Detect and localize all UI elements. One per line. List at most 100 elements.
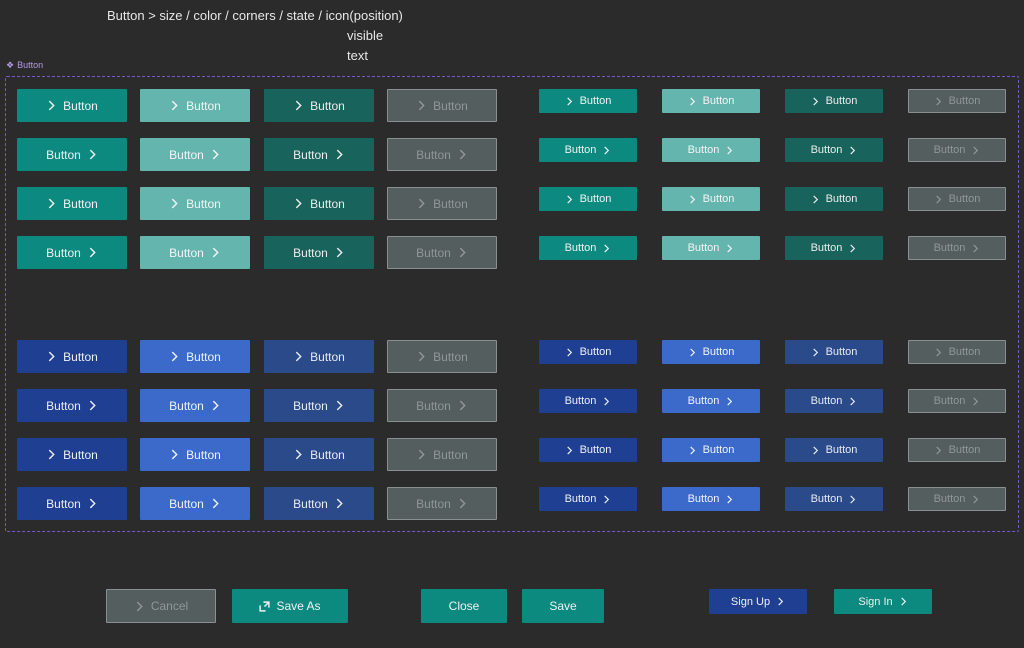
variant-button-label: Button	[186, 98, 221, 113]
save-as-button[interactable]: Save As	[232, 589, 348, 623]
variant-button-label: Button	[825, 193, 858, 205]
variant-button-label: Button	[702, 346, 735, 358]
variant-button-blue-sm-r2-c3[interactable]: Button	[785, 389, 883, 413]
variant-button-label: Button	[293, 496, 328, 511]
variant-button-teal-lg-r3-c1[interactable]: Button	[17, 187, 127, 220]
variant-button-blue-sm-r1-c3[interactable]: Button	[785, 340, 883, 364]
variant-button-blue-lg-r1-c3[interactable]: Button	[264, 340, 374, 373]
variant-button-blue-lg-r3-c1[interactable]: Button	[17, 438, 127, 471]
variant-button-label: Button	[933, 493, 966, 505]
variant-button-label: Button	[687, 144, 720, 156]
variant-button-label: Button	[579, 346, 612, 358]
variant-button-label: Button	[687, 242, 720, 254]
variant-button-teal-lg-r2-c1[interactable]: Button	[17, 138, 127, 171]
variant-button-blue-lg-r1-c2[interactable]: Button	[140, 340, 250, 373]
variant-button-blue-sm-r2-c2[interactable]: Button	[662, 389, 760, 413]
variant-button-teal-lg-r1-c3[interactable]: Button	[264, 89, 374, 122]
save-as-button-label: Save As	[276, 599, 321, 613]
chevron-right-icon	[334, 149, 345, 160]
variant-button-label: Button	[702, 95, 735, 107]
variant-button-blue-lg-r4-c1[interactable]: Button	[17, 487, 127, 520]
variant-button-blue-sm-r1-c2[interactable]: Button	[662, 340, 760, 364]
variant-button-blue-lg-r3-c3[interactable]: Button	[264, 438, 374, 471]
variant-button-blue-sm-r4-c3[interactable]: Button	[785, 487, 883, 511]
variant-button-blue-lg-r1-c1[interactable]: Button	[17, 340, 127, 373]
variant-button-blue-sm-r3-c2[interactable]: Button	[662, 438, 760, 462]
chevron-right-icon	[46, 198, 57, 209]
cancel-button[interactable]: Cancel	[106, 589, 216, 623]
chevron-right-icon	[210, 498, 221, 509]
variant-button-teal-lg-r4-c3[interactable]: Button	[264, 236, 374, 269]
variant-button-teal-sm-r1-c1[interactable]: Button	[539, 89, 637, 113]
chevron-right-icon	[811, 445, 820, 455]
variant-button-label: Button	[416, 147, 451, 162]
chevron-right-icon	[725, 396, 734, 406]
variant-button-teal-lg-r2-c3[interactable]: Button	[264, 138, 374, 171]
variant-button-teal-sm-r2-c2[interactable]: Button	[662, 138, 760, 162]
variant-button-teal-lg-r2-c4[interactable]: Button	[387, 138, 497, 171]
variant-button-teal-sm-r3-c3[interactable]: Button	[785, 187, 883, 211]
sign-up-button[interactable]: Sign Up	[709, 589, 807, 614]
variant-button-blue-sm-r2-c4[interactable]: Button	[908, 389, 1006, 413]
variant-button-blue-lg-r4-c4[interactable]: Button	[387, 487, 497, 520]
variant-button-teal-sm-r1-c3[interactable]: Button	[785, 89, 883, 113]
variant-button-teal-sm-r1-c4[interactable]: Button	[908, 89, 1006, 113]
chevron-right-icon	[565, 347, 574, 357]
variant-button-teal-lg-r2-c2[interactable]: Button	[140, 138, 250, 171]
variant-button-blue-sm-r4-c1[interactable]: Button	[539, 487, 637, 511]
variant-button-teal-lg-r1-c4[interactable]: Button	[387, 89, 497, 122]
variant-button-blue-sm-r4-c4[interactable]: Button	[908, 487, 1006, 511]
variant-button-teal-lg-r3-c3[interactable]: Button	[264, 187, 374, 220]
variant-button-teal-lg-r3-c4[interactable]: Button	[387, 187, 497, 220]
variant-button-blue-sm-r1-c4[interactable]: Button	[908, 340, 1006, 364]
variant-button-teal-sm-r2-c1[interactable]: Button	[539, 138, 637, 162]
variant-button-teal-sm-r4-c1[interactable]: Button	[539, 236, 637, 260]
save-button[interactable]: Save	[522, 589, 604, 623]
variant-button-label: Button	[948, 346, 981, 358]
variant-button-teal-sm-r3-c2[interactable]: Button	[662, 187, 760, 211]
variant-button-blue-lg-r2-c4[interactable]: Button	[387, 389, 497, 422]
chevron-right-icon	[934, 96, 943, 106]
chevron-right-icon	[848, 145, 857, 155]
variant-button-blue-lg-r4-c3[interactable]: Button	[264, 487, 374, 520]
variant-button-teal-sm-r3-c4[interactable]: Button	[908, 187, 1006, 211]
variant-button-label: Button	[169, 398, 204, 413]
variant-button-teal-lg-r4-c2[interactable]: Button	[140, 236, 250, 269]
chevron-right-icon	[293, 449, 304, 460]
variant-button-blue-lg-r2-c1[interactable]: Button	[17, 389, 127, 422]
variant-button-label: Button	[810, 242, 843, 254]
variant-button-blue-sm-r3-c4[interactable]: Button	[908, 438, 1006, 462]
chevron-right-icon	[565, 96, 574, 106]
variant-button-teal-sm-r4-c4[interactable]: Button	[908, 236, 1006, 260]
chevron-right-icon	[565, 445, 574, 455]
variant-button-teal-lg-r4-c4[interactable]: Button	[387, 236, 497, 269]
variant-button-blue-lg-r2-c3[interactable]: Button	[264, 389, 374, 422]
variant-button-label: Button	[293, 245, 328, 260]
variant-button-blue-sm-r2-c1[interactable]: Button	[539, 389, 637, 413]
variant-button-teal-sm-r4-c2[interactable]: Button	[662, 236, 760, 260]
variant-button-teal-sm-r4-c3[interactable]: Button	[785, 236, 883, 260]
variant-button-blue-sm-r4-c2[interactable]: Button	[662, 487, 760, 511]
variant-button-teal-sm-r2-c3[interactable]: Button	[785, 138, 883, 162]
chevron-right-icon	[87, 247, 98, 258]
variant-button-blue-lg-r4-c2[interactable]: Button	[140, 487, 250, 520]
variant-button-blue-sm-r1-c1[interactable]: Button	[539, 340, 637, 364]
variant-button-blue-lg-r3-c4[interactable]: Button	[387, 438, 497, 471]
variant-button-teal-lg-r4-c1[interactable]: Button	[17, 236, 127, 269]
close-button[interactable]: Close	[421, 589, 507, 623]
variant-button-teal-lg-r1-c1[interactable]: Button	[17, 89, 127, 122]
variant-button-teal-sm-r3-c1[interactable]: Button	[539, 187, 637, 211]
variant-button-blue-lg-r3-c2[interactable]: Button	[140, 438, 250, 471]
variant-button-blue-sm-r3-c3[interactable]: Button	[785, 438, 883, 462]
chevron-right-icon	[971, 494, 980, 504]
chevron-right-icon	[934, 194, 943, 204]
variant-button-teal-lg-r3-c2[interactable]: Button	[140, 187, 250, 220]
variant-button-teal-sm-r1-c2[interactable]: Button	[662, 89, 760, 113]
chevron-right-icon	[688, 347, 697, 357]
variant-button-blue-lg-r1-c4[interactable]: Button	[387, 340, 497, 373]
variant-button-blue-lg-r2-c2[interactable]: Button	[140, 389, 250, 422]
variant-button-teal-lg-r1-c2[interactable]: Button	[140, 89, 250, 122]
variant-button-blue-sm-r3-c1[interactable]: Button	[539, 438, 637, 462]
sign-in-button[interactable]: Sign In	[834, 589, 932, 614]
variant-button-teal-sm-r2-c4[interactable]: Button	[908, 138, 1006, 162]
